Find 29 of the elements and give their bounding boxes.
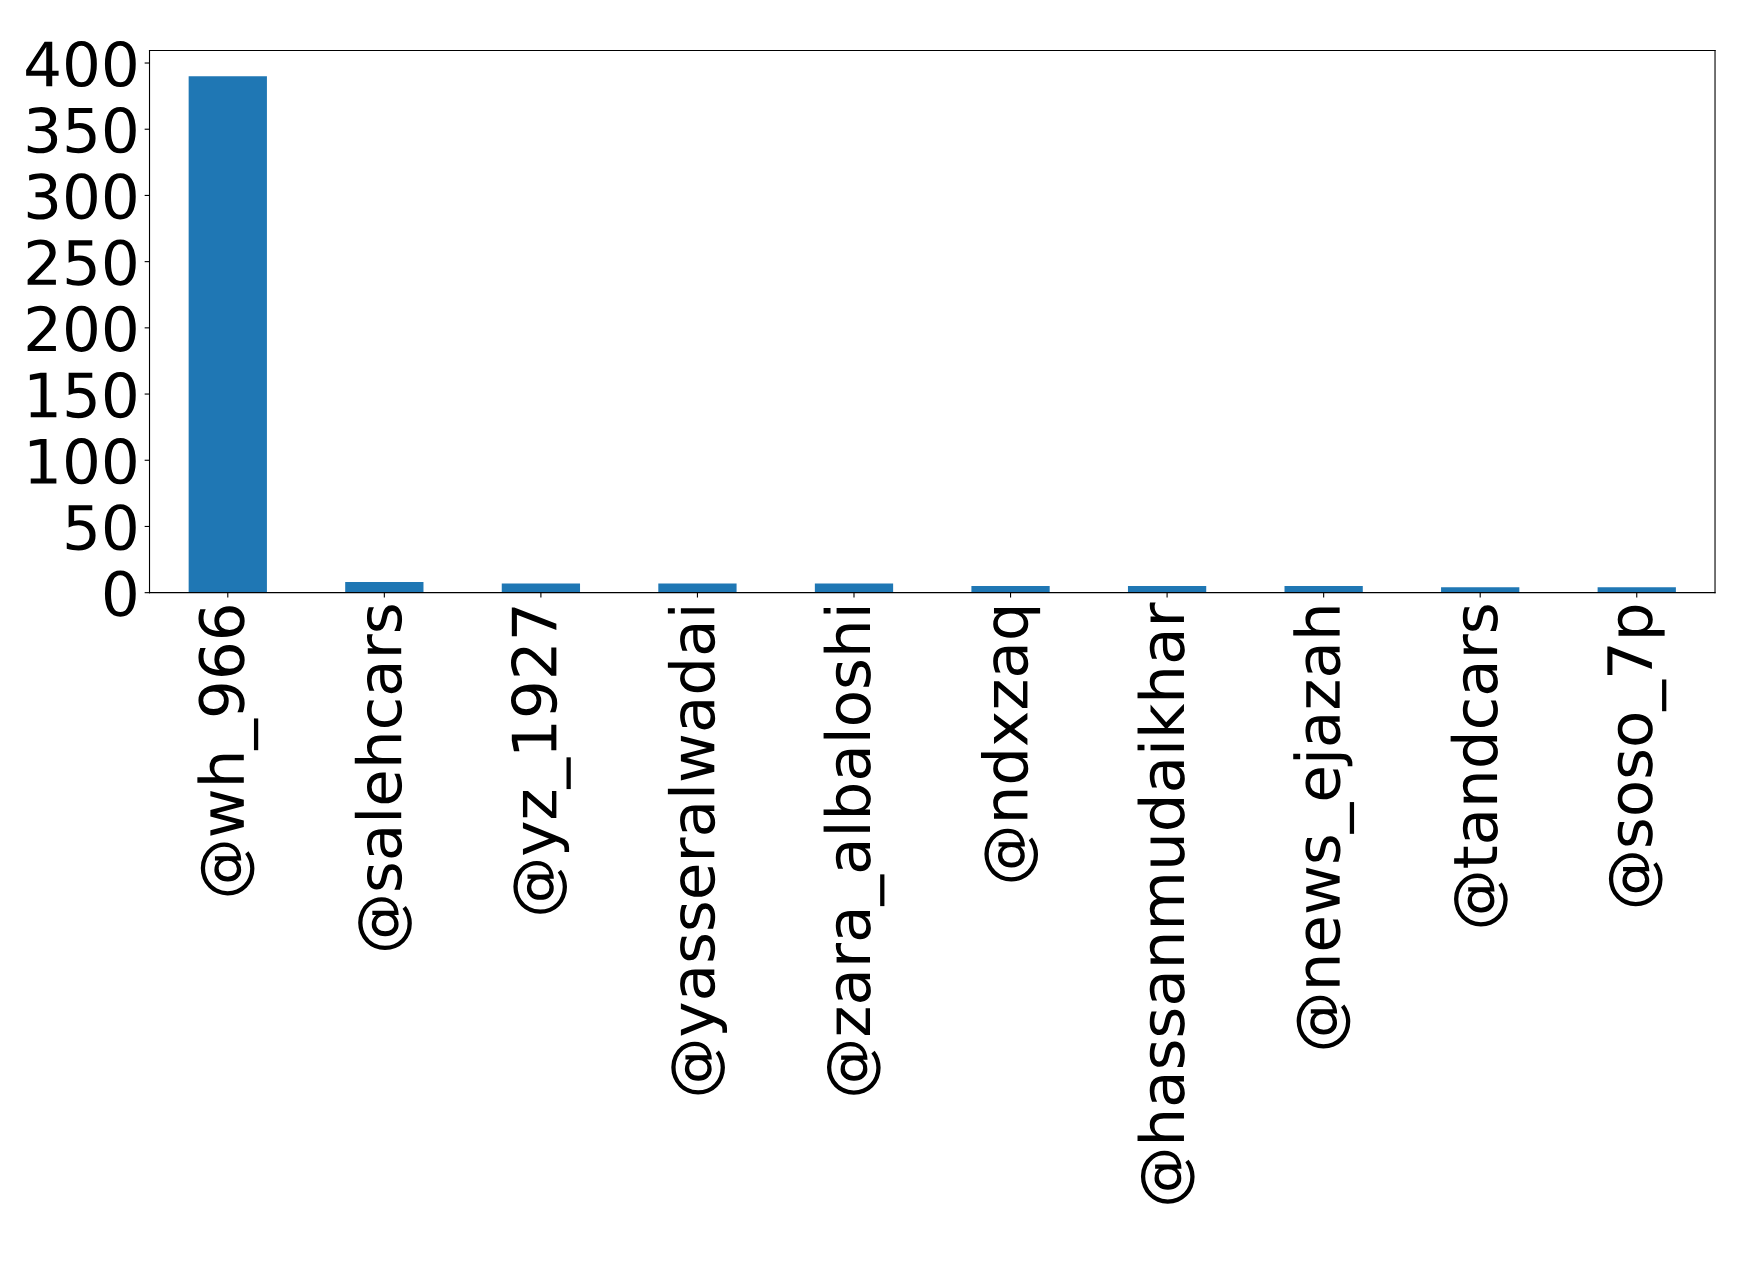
y-tick-label: 350 <box>27 107 136 154</box>
y-tick-label: 250 <box>27 239 136 286</box>
x-tick-label: @wh_966 <box>197 606 259 896</box>
x-tick-label: @hassanmudaikhar <box>1137 602 1195 1204</box>
bar <box>814 583 894 593</box>
y-tick-label: 150 <box>29 371 136 419</box>
y-tick-label: 300 <box>27 173 136 220</box>
x-tick-label: @ndxzaq <box>980 607 1041 882</box>
bar <box>501 583 581 593</box>
bar <box>658 583 737 593</box>
x-tick-label: @news_ejazah <box>1293 607 1355 1049</box>
bar <box>1441 587 1520 593</box>
y-tick-label: 0 <box>104 570 136 617</box>
y-tick-label: 100 <box>29 438 136 485</box>
y-tick-label: 200 <box>27 305 136 352</box>
bar <box>345 582 424 593</box>
y-tick-label: 400 <box>26 40 136 88</box>
bar <box>1284 586 1363 593</box>
x-tick-label: @yasseralwadai <box>667 608 728 1095</box>
y-tick-label: 50 <box>66 504 136 551</box>
x-tick-label: @soso_7p <box>1607 605 1667 907</box>
x-tick-label: @zara_albaloshi <box>823 608 885 1095</box>
bar <box>188 76 267 593</box>
bar <box>1127 586 1207 593</box>
x-tick-label: @tandcars <box>1450 605 1508 927</box>
bar <box>1597 587 1676 593</box>
x-tick-label: @yz_1927 <box>511 607 571 914</box>
x-tick-label: @salehcars <box>354 605 412 951</box>
bar <box>971 586 1050 593</box>
